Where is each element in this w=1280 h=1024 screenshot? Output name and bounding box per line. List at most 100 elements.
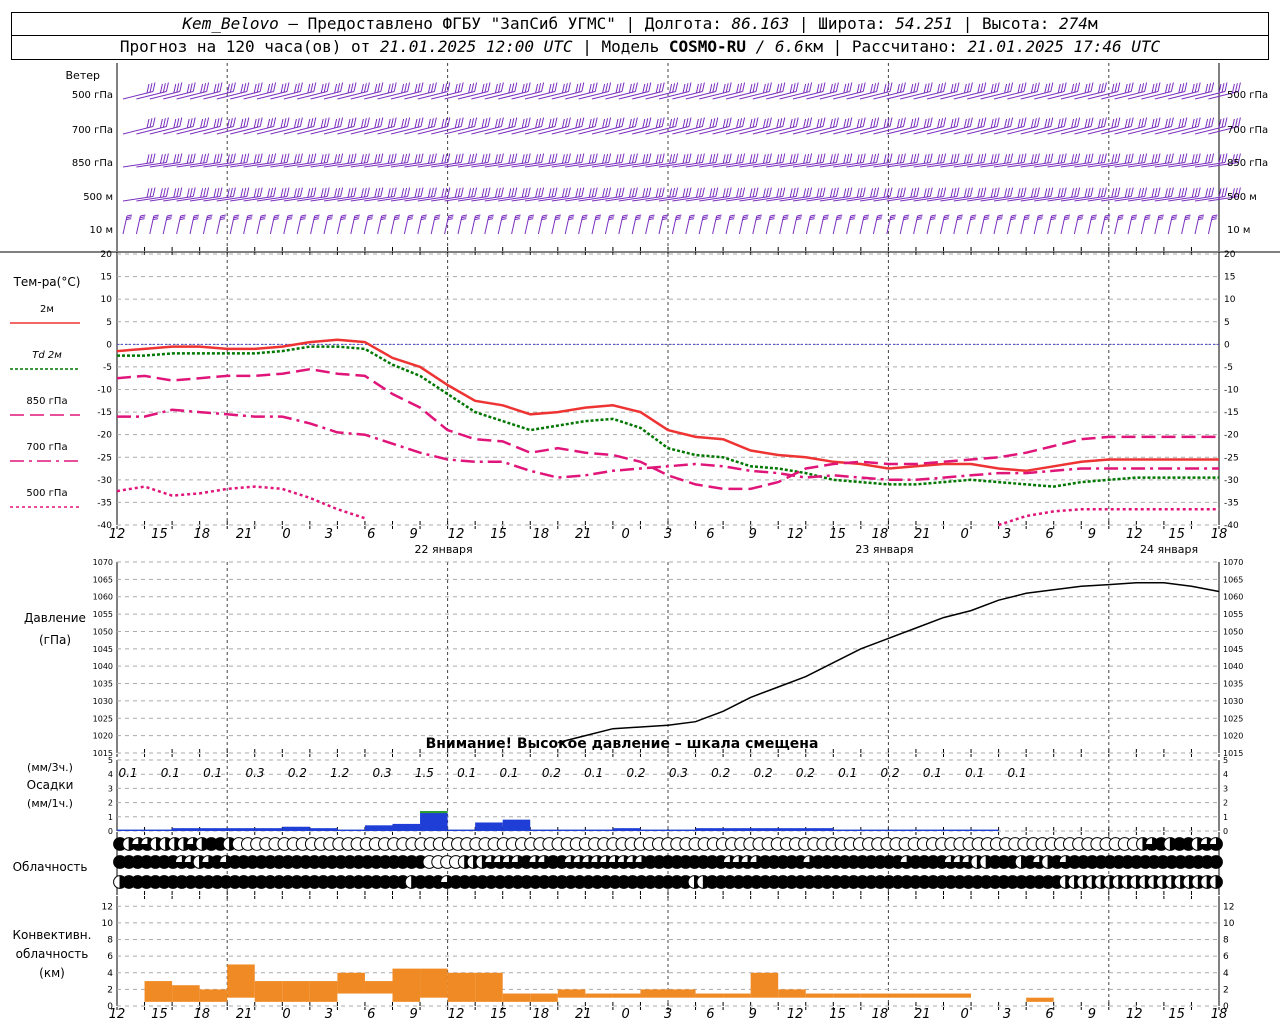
temp-tick-right: -20: [1224, 431, 1239, 441]
wind-barb: [886, 187, 920, 202]
temp-tick-left: 5: [106, 318, 112, 328]
wind-barb: [873, 187, 906, 202]
wind-barb: [605, 82, 638, 100]
wind-barb: [859, 214, 870, 235]
wind-barb: [323, 187, 357, 202]
wind-barb: [431, 153, 464, 168]
temp-tick-left: -35: [97, 498, 112, 508]
temp-tick-left: -10: [97, 386, 112, 396]
conv-tick-left: 12: [102, 902, 113, 912]
wind-barb: [202, 214, 213, 235]
press-tick-right: 1035: [1223, 680, 1243, 689]
altitude-unit: м: [1087, 14, 1098, 33]
precip-tick-right: 2: [1223, 799, 1228, 808]
precip-bar: [695, 828, 724, 831]
wind-barb: [967, 117, 1000, 135]
wind-barb: [1020, 82, 1054, 100]
conv-bar: [557, 989, 586, 998]
wind-barb: [551, 153, 585, 168]
wind-barb: [511, 117, 545, 135]
wind-barb: [806, 82, 839, 100]
wind-barb: [806, 153, 839, 168]
wind-barb: [1047, 82, 1081, 100]
hour-label: 6: [706, 1007, 714, 1022]
wind-barb: [886, 153, 920, 168]
wind-barb: [149, 117, 183, 135]
wind-barb: [672, 82, 705, 100]
wind-barb: [337, 117, 370, 135]
wind-barb: [953, 153, 987, 168]
wind-barb: [457, 82, 491, 100]
wind-barb: [538, 153, 571, 168]
precip-bar: [282, 826, 310, 831]
precip-bar: [888, 829, 916, 831]
wind-barb: [913, 187, 947, 202]
wind-barb: [216, 153, 250, 168]
legend-label: 500 гПа: [26, 488, 67, 499]
wind-barb: [564, 214, 575, 235]
wind-barb: [390, 117, 424, 135]
wind-barb: [859, 187, 893, 202]
hour-label: 15: [151, 1007, 168, 1022]
wind-barb: [1194, 117, 1228, 135]
wind-barb: [846, 117, 880, 135]
wind-barb: [1127, 187, 1161, 202]
wind-barb: [752, 117, 786, 135]
precip-tick-left: 1: [108, 813, 113, 822]
wind-barb: [283, 82, 317, 100]
wind-barb: [377, 214, 387, 235]
wind-barb: [926, 82, 960, 100]
wind-barb: [752, 82, 786, 100]
hour-label: 21: [914, 527, 931, 542]
wind-barb: [323, 117, 357, 135]
wind-barb: [833, 153, 866, 168]
cloud-symbol: [1209, 875, 1223, 889]
wind-level-left: 500 м: [83, 192, 113, 203]
wind-barb: [1127, 153, 1161, 168]
wind-barb: [1006, 214, 1017, 235]
wind-barb: [993, 214, 1004, 235]
wind-barb: [122, 187, 156, 202]
wind-barb: [1208, 153, 1241, 168]
wind-barb: [632, 117, 665, 135]
wind-barb: [1194, 153, 1228, 168]
wind-barb: [1168, 153, 1201, 168]
wind-barb: [725, 187, 759, 202]
wind-barb: [591, 153, 625, 168]
wind-barb: [457, 187, 491, 202]
wind-barb: [618, 187, 652, 202]
wind-barb: [256, 117, 290, 135]
wind-barb: [457, 214, 468, 235]
precip-bar: [199, 828, 228, 831]
wind-barb: [1168, 82, 1201, 100]
wind-barb: [819, 153, 853, 168]
wind-barb: [524, 187, 558, 202]
precip-total: 0.2: [796, 766, 815, 780]
conv-bar: [144, 981, 173, 1002]
conv-bar: [640, 989, 668, 998]
temp-tick-right: 20: [1224, 250, 1236, 260]
temp-tick-right: -25: [1224, 453, 1239, 463]
hour-label: 6: [1045, 527, 1053, 542]
model-label: | Модель: [572, 37, 669, 56]
latitude-label: | Широта:: [789, 14, 896, 33]
wind-barb: [136, 117, 169, 135]
precip-total: 0.1: [1008, 766, 1027, 780]
temp-tick-left: -5: [103, 363, 112, 373]
wind-barb: [725, 82, 759, 100]
wind-barb: [578, 153, 612, 168]
wind-barb: [645, 153, 679, 168]
precip-bar: [144, 829, 173, 831]
wind-barb: [940, 153, 973, 168]
conv-bar: [915, 993, 944, 998]
precip-bar: [337, 829, 365, 831]
precip-total: 0.1: [923, 766, 942, 780]
precip-total: 0.2: [881, 766, 900, 780]
wind-barb: [967, 153, 1000, 168]
wind-barb: [846, 82, 880, 100]
precip-total: 1.5: [415, 766, 434, 780]
wind-barb: [806, 187, 839, 202]
date-label: 22 января: [415, 543, 473, 556]
wind-barb: [122, 153, 156, 168]
wind-barb: [471, 187, 504, 202]
